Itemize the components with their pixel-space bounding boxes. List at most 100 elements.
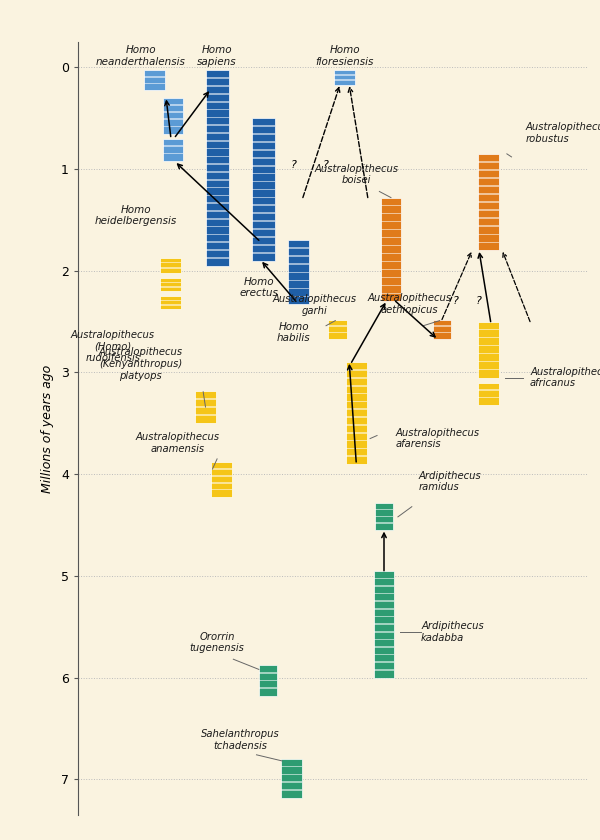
Bar (259, 680, 277, 681)
Bar (160, 258, 181, 273)
Bar (211, 482, 232, 484)
Bar (478, 225, 499, 227)
Bar (478, 360, 499, 362)
Bar (478, 169, 499, 171)
Bar (375, 502, 393, 530)
Bar (288, 296, 308, 297)
Bar (211, 462, 232, 496)
Bar (478, 202, 499, 203)
Bar (252, 141, 275, 143)
Bar (195, 391, 216, 423)
Bar (259, 687, 277, 689)
Bar (346, 370, 367, 371)
Bar (374, 616, 394, 617)
Text: ?: ? (290, 160, 296, 170)
Bar (374, 631, 394, 633)
Bar (281, 781, 302, 783)
Text: ?: ? (453, 297, 459, 307)
Text: Homo
habilis: Homo habilis (277, 322, 310, 344)
Text: ?: ? (323, 160, 329, 170)
Bar (205, 218, 229, 220)
Text: Australopithecus
afarensis: Australopithecus afarensis (395, 428, 480, 449)
Text: Australopithecus
africanus: Australopithecus africanus (530, 367, 600, 388)
Bar (433, 325, 451, 327)
Bar (478, 328, 499, 330)
Bar (346, 393, 367, 395)
Bar (288, 240, 308, 304)
Text: Ardipithecus
ramidus: Ardipithecus ramidus (419, 471, 482, 492)
Bar (346, 362, 367, 464)
Bar (252, 220, 275, 222)
Bar (252, 118, 275, 260)
Bar (375, 522, 393, 524)
Bar (374, 661, 394, 663)
Text: Homo
sapiens: Homo sapiens (197, 45, 237, 66)
Bar (346, 385, 367, 386)
Bar (205, 132, 229, 134)
Bar (160, 297, 181, 309)
Bar (334, 75, 355, 76)
Bar (252, 204, 275, 206)
Bar (374, 646, 394, 648)
Bar (346, 432, 367, 433)
Bar (144, 76, 165, 78)
Bar (252, 181, 275, 182)
Text: ?: ? (476, 297, 482, 307)
Bar (346, 455, 367, 457)
Bar (252, 149, 275, 150)
Bar (205, 93, 229, 95)
Bar (195, 414, 216, 416)
Bar (205, 226, 229, 228)
Bar (252, 134, 275, 135)
Bar (288, 248, 308, 249)
Bar (160, 304, 181, 306)
Bar (205, 117, 229, 118)
Bar (205, 234, 229, 235)
Bar (205, 86, 229, 87)
Bar (195, 398, 216, 400)
Bar (380, 285, 401, 286)
Bar (380, 237, 401, 239)
Bar (380, 244, 401, 246)
Bar (478, 218, 499, 219)
Bar (205, 241, 229, 243)
Bar (205, 101, 229, 102)
Bar (288, 280, 308, 281)
Bar (334, 79, 355, 81)
Bar (163, 98, 184, 134)
Bar (380, 292, 401, 294)
Bar (281, 774, 302, 775)
Bar (160, 286, 181, 287)
Bar (375, 516, 393, 517)
Bar (211, 475, 232, 476)
Text: Australopithecus
robustus: Australopithecus robustus (526, 122, 600, 144)
Bar (281, 789, 302, 790)
Bar (163, 139, 184, 161)
Bar (252, 197, 275, 198)
Bar (380, 197, 401, 302)
Bar (478, 396, 499, 398)
Bar (374, 623, 394, 625)
Bar (205, 148, 229, 150)
Bar (380, 269, 401, 270)
Bar (205, 179, 229, 181)
Bar (252, 173, 275, 175)
Bar (252, 157, 275, 159)
Bar (163, 118, 184, 120)
Bar (144, 82, 165, 84)
Bar (375, 509, 393, 511)
Bar (380, 205, 401, 207)
Bar (160, 262, 181, 264)
Bar (346, 377, 367, 379)
Bar (252, 236, 275, 238)
Bar (478, 337, 499, 339)
Bar (205, 257, 229, 259)
Text: Australopithecus
(Homo)
rudolfensis: Australopithecus (Homo) rudolfensis (71, 330, 155, 363)
Bar (205, 171, 229, 173)
Bar (478, 322, 499, 377)
Bar (346, 448, 367, 449)
Bar (346, 424, 367, 426)
Bar (288, 287, 308, 289)
Bar (144, 71, 165, 90)
Bar (195, 407, 216, 408)
